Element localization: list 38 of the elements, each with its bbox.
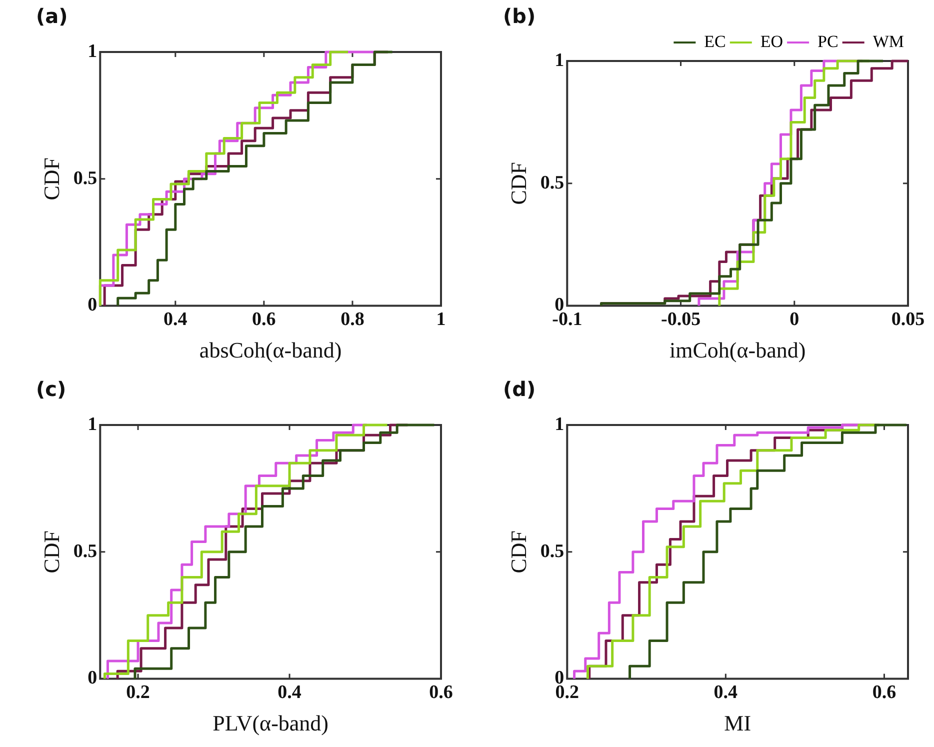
- x-tick-label: -0.05: [660, 309, 701, 330]
- chart-title: (a): [36, 4, 68, 28]
- x-tick-label: 0: [790, 309, 800, 330]
- y-tick-label: 0.5: [540, 540, 564, 562]
- legend-label: EO: [760, 32, 784, 51]
- y-axis-title: CDF: [506, 162, 531, 205]
- chart-title: (d): [503, 377, 536, 402]
- y-tick-label: 1: [554, 414, 564, 435]
- x-tick-label: 1: [436, 309, 446, 330]
- x-axis-title: MI: [724, 710, 752, 736]
- x-tick-label: 0.4: [714, 682, 738, 704]
- y-axis-title: CDF: [506, 530, 531, 574]
- x-tick-label: 0.8: [340, 309, 364, 330]
- y-tick-label: 1: [88, 40, 98, 62]
- x-tick-label: 0.4: [278, 682, 302, 704]
- y-tick-label: 0.5: [73, 540, 98, 562]
- x-axis-title: PLV(α-band): [212, 710, 328, 736]
- y-tick-label: 0.5: [73, 168, 98, 189]
- legend-label: PC: [818, 32, 838, 51]
- x-tick-label: 0.05: [891, 309, 925, 330]
- chart-title: (b): [503, 4, 536, 28]
- x-tick-label: 0.4: [164, 309, 188, 330]
- x-axis-title: absCoh(α-band): [199, 338, 342, 363]
- y-tick-label: 0: [88, 294, 98, 316]
- y-tick-label: 0: [88, 668, 98, 689]
- x-tick-label: 0.6: [429, 682, 453, 704]
- y-axis-title: CDF: [38, 530, 64, 574]
- legend-label: EC: [704, 32, 726, 51]
- x-axis-title: imCoh(α-band): [669, 338, 806, 363]
- y-tick-label: 0.5: [540, 172, 564, 194]
- y-tick-label: 1: [88, 414, 98, 435]
- y-tick-label: 1: [554, 50, 564, 71]
- x-tick-label: 0.2: [126, 682, 150, 704]
- y-axis-title: CDF: [38, 158, 64, 200]
- chart-title: (c): [36, 377, 66, 402]
- legend-label: WM: [872, 32, 904, 51]
- x-tick-label: 0.6: [252, 309, 276, 330]
- x-tick-label: 0.6: [872, 682, 896, 704]
